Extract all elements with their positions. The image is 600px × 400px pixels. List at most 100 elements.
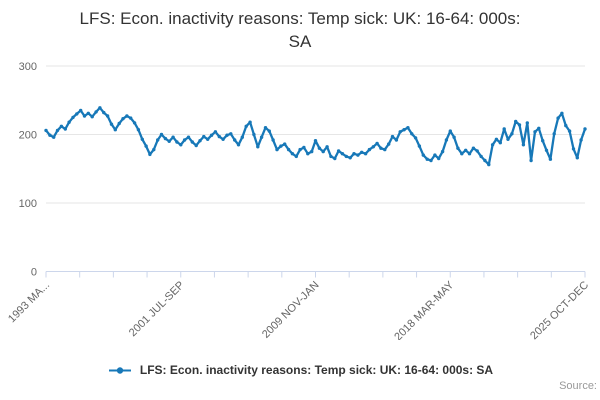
series-point[interactable] xyxy=(583,127,587,131)
series-point[interactable] xyxy=(259,135,264,139)
series-point[interactable] xyxy=(167,139,171,143)
series-point[interactable] xyxy=(541,139,545,143)
series-point[interactable] xyxy=(209,133,214,137)
series-point[interactable] xyxy=(490,143,495,147)
series-point[interactable] xyxy=(132,121,137,125)
series-point[interactable] xyxy=(529,158,533,163)
series-point[interactable] xyxy=(179,143,183,147)
series-point[interactable] xyxy=(236,143,241,147)
series-point[interactable] xyxy=(225,133,229,137)
series-point[interactable] xyxy=(390,134,395,139)
series-point[interactable] xyxy=(494,137,499,141)
series-point[interactable] xyxy=(406,126,410,130)
series-point[interactable] xyxy=(310,149,314,154)
series-point[interactable] xyxy=(117,121,121,126)
series-point[interactable] xyxy=(475,149,479,153)
series-point[interactable] xyxy=(55,128,60,133)
series-point[interactable] xyxy=(294,154,298,159)
series-point[interactable] xyxy=(533,130,537,134)
series-point[interactable] xyxy=(217,134,221,139)
series-point[interactable] xyxy=(129,116,133,120)
series-point[interactable] xyxy=(460,152,464,156)
series-point[interactable] xyxy=(375,141,379,146)
series-point[interactable] xyxy=(571,147,576,151)
series-point[interactable] xyxy=(190,140,194,144)
series-point[interactable] xyxy=(48,133,52,137)
series-point[interactable] xyxy=(156,138,160,142)
series-point[interactable] xyxy=(425,157,429,161)
series-point[interactable] xyxy=(356,153,360,157)
series-point[interactable] xyxy=(240,135,244,139)
series-point[interactable] xyxy=(213,130,218,134)
series-point[interactable] xyxy=(548,157,553,161)
series-point[interactable] xyxy=(552,132,556,136)
series-point[interactable] xyxy=(344,154,348,159)
series-point[interactable] xyxy=(440,149,445,154)
series-point[interactable] xyxy=(317,146,322,150)
series-point[interactable] xyxy=(336,149,341,153)
series-point[interactable] xyxy=(498,141,502,145)
series-point[interactable] xyxy=(144,144,148,148)
series-point[interactable] xyxy=(467,152,472,156)
series-point[interactable] xyxy=(98,106,102,110)
series-point[interactable] xyxy=(248,120,252,124)
legend-item[interactable]: LFS: Econ. inactivity reasons: Temp sick… xyxy=(107,363,493,377)
series-point[interactable] xyxy=(286,147,291,152)
series-point[interactable] xyxy=(560,111,564,116)
series-point[interactable] xyxy=(186,135,191,139)
series-point[interactable] xyxy=(367,147,372,152)
series-point[interactable] xyxy=(387,142,391,146)
series-point[interactable] xyxy=(417,144,422,148)
series-point[interactable] xyxy=(163,136,168,141)
series-point[interactable] xyxy=(413,136,418,140)
series-point[interactable] xyxy=(517,123,522,127)
series-point[interactable] xyxy=(444,138,449,142)
series-point[interactable] xyxy=(483,158,487,163)
series-point[interactable] xyxy=(433,153,437,157)
series-point[interactable] xyxy=(394,138,399,142)
series-point[interactable] xyxy=(410,132,414,136)
series-point[interactable] xyxy=(171,135,175,139)
series-point[interactable] xyxy=(298,147,302,152)
series-point[interactable] xyxy=(363,152,368,156)
series-point[interactable] xyxy=(63,127,67,131)
source-credit[interactable]: Source: xyxy=(559,380,597,392)
series-point[interactable] xyxy=(90,115,94,119)
series-point[interactable] xyxy=(71,115,75,120)
series-point[interactable] xyxy=(313,139,318,143)
series-point[interactable] xyxy=(148,152,152,157)
series-point[interactable] xyxy=(263,126,268,130)
series-point[interactable] xyxy=(279,144,283,148)
series-point[interactable] xyxy=(75,112,79,116)
series-point[interactable] xyxy=(371,145,375,149)
series-point[interactable] xyxy=(437,156,441,161)
series-point[interactable] xyxy=(206,137,210,141)
series-point[interactable] xyxy=(59,124,64,128)
series-point[interactable] xyxy=(452,135,456,139)
series-point[interactable] xyxy=(198,139,202,143)
series-point[interactable] xyxy=(464,148,468,152)
series-point[interactable] xyxy=(267,129,271,133)
series-point[interactable] xyxy=(510,132,514,136)
series-point[interactable] xyxy=(221,137,225,141)
series-point[interactable] xyxy=(421,153,425,157)
series-point[interactable] xyxy=(244,124,248,128)
series-point[interactable] xyxy=(556,116,560,120)
series-point[interactable] xyxy=(283,142,287,146)
series-point[interactable] xyxy=(152,147,156,152)
series-point[interactable] xyxy=(429,158,433,163)
series-point[interactable] xyxy=(44,128,48,133)
series-point[interactable] xyxy=(202,134,206,139)
series-point[interactable] xyxy=(398,130,402,134)
series-point[interactable] xyxy=(456,146,460,150)
series-point[interactable] xyxy=(52,135,56,139)
series-point[interactable] xyxy=(159,132,164,137)
series-point[interactable] xyxy=(182,138,187,142)
series-point[interactable] xyxy=(302,145,306,150)
series-point[interactable] xyxy=(306,152,310,156)
series-point[interactable] xyxy=(525,121,529,125)
series-point[interactable] xyxy=(229,132,233,136)
series-point[interactable] xyxy=(125,114,129,118)
series-point[interactable] xyxy=(348,156,352,160)
series-point[interactable] xyxy=(252,132,256,137)
